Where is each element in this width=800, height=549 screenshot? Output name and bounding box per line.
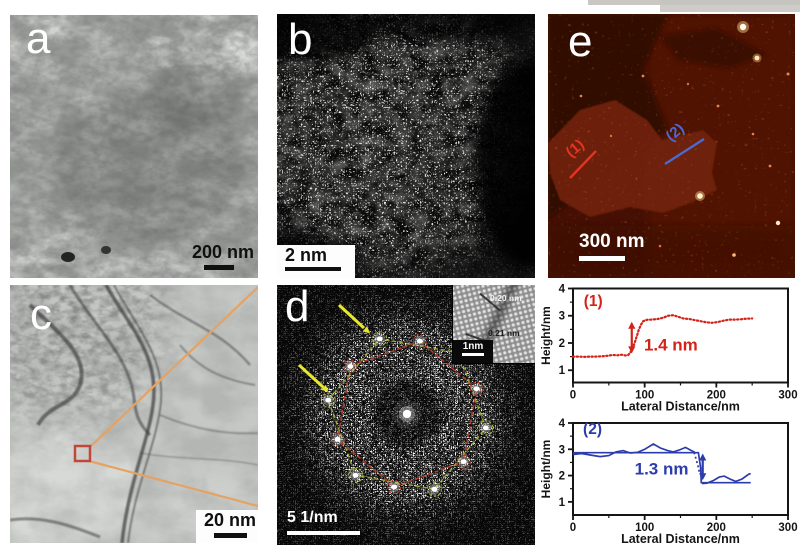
zoom-link-line-bottom: [88, 459, 258, 508]
y-axis-title: Height/nm: [539, 440, 553, 499]
x-tick-label: 0: [570, 522, 576, 534]
x-axis-title: Lateral Distance/nm: [621, 532, 740, 546]
step-height-arrow: [699, 453, 707, 481]
series-trace-lower: [701, 472, 752, 485]
x-tick-label: 100: [635, 390, 654, 402]
tem-texture-a: [10, 15, 258, 278]
panel-d-fft-pattern: 0.20 nm 0.21 nm 1nm d 5 1/nm: [277, 285, 535, 545]
profile-plot-1: 0 100 200 300 1 2 3 4 Lateral Distance/nm Height/…: [539, 284, 798, 414]
y-tick-label: 4: [559, 284, 566, 296]
panel-b-scale-bar-text: 2 nm: [285, 245, 328, 265]
height-profile-chart-2-svg: 0 100 200 300 1 2 3 4 Lateral Distance/nm Height/…: [539, 418, 798, 546]
height-profile-chart-2: 0 100 200 300 1 2 3 4 Lateral Distance/nm Height/…: [530, 415, 800, 549]
zoom-link-line-top: [88, 286, 258, 449]
fft-center-spot: [393, 400, 421, 428]
x-tick-label: 100: [635, 522, 654, 534]
step-height-label: 1.4 nm: [644, 336, 698, 355]
panel-e-scale-bar-line: [579, 255, 625, 261]
panel-a-label: a: [26, 15, 51, 63]
y-tick-label: 3: [559, 444, 565, 456]
height-profile-chart-1: 0 100 200 300 1 2 3 4 Lateral Distance/nm Height/…: [530, 281, 800, 414]
series-step-line: [573, 451, 751, 484]
yellow-arrows: [297, 303, 370, 392]
y-tick-label: 1: [559, 365, 566, 377]
panel-d-scale-bar: 5 1/nm: [287, 509, 360, 535]
series-trace-drop: [693, 452, 701, 475]
x-tick-label: 0: [570, 390, 576, 402]
nanosheet-ribbons: [10, 285, 258, 543]
profile-plot-2: 0 100 200 300 1 2 3 4 Lateral Distance/nm Height/…: [539, 418, 798, 546]
panel-b-scale-bar-line: [285, 266, 341, 271]
profile-panel-label: (1): [584, 293, 603, 310]
inset-scale-bar: 1nm: [453, 340, 493, 363]
y-tick-label: 2: [559, 471, 565, 483]
panel-a-scale-bar-line: [204, 264, 234, 270]
screenshot-edge-artifact-2: [660, 0, 800, 12]
x-tick-label: 300: [778, 522, 797, 534]
series-height-profile-1: [571, 314, 754, 359]
x-tick-label: 300: [778, 390, 797, 402]
afm-texture-e: [548, 14, 795, 278]
panel-d-scale-bar-text: 5 1/nm: [287, 509, 338, 526]
panel-c-tem-image: c 20 nm: [10, 285, 258, 543]
panel-a-scale-bar: 200 nm: [192, 242, 255, 270]
step-height-label: 1.3 nm: [635, 460, 689, 479]
panel-c-scale-bar: 20 nm: [196, 510, 258, 543]
profile-line-1: [569, 150, 597, 179]
x-tick-label: 200: [707, 522, 726, 534]
panel-a-scale-bar-text: 200 nm: [192, 242, 255, 262]
x-axis-title: Lateral Distance/nm: [621, 400, 740, 413]
stem-texture-b: [277, 14, 535, 278]
hrtem-inset: 0.20 nm 0.21 nm 1nm: [452, 285, 535, 364]
panel-b-scale-bar: 2 nm: [277, 245, 355, 278]
d-spacing-label-1: 0.20 nm: [490, 293, 522, 303]
inset-scale-bar-line: [462, 353, 484, 356]
roi-square: [73, 444, 92, 463]
panel-d-label: d: [285, 285, 310, 331]
fft-texture-d: [277, 285, 535, 545]
panel-e-label: e: [568, 17, 593, 66]
height-profile-chart-1-svg: 0 100 200 300 1 2 3 4 Lateral Distance/nm Height/…: [539, 284, 798, 414]
x-tick-label: 200: [707, 390, 726, 402]
panel-a-tem-image: a 200 nm: [10, 15, 258, 278]
y-axis-title: Height/nm: [539, 306, 553, 365]
step-height-arrow: [628, 321, 636, 354]
afm-bright-particles: [571, 21, 790, 257]
y-tick-label: 3: [559, 311, 565, 323]
panel-d-scale-bar-line: [287, 530, 360, 535]
series-trace-upper: [572, 443, 696, 458]
d-spacing-label-2: 0.21 nm: [488, 328, 520, 338]
tem-texture-c: [10, 285, 258, 543]
panel-c-scale-bar-text: 20 nm: [204, 510, 257, 530]
panel-e-scale-bar-text: 300 nm: [579, 231, 645, 252]
panel-c-label: c: [30, 290, 52, 339]
panel-b-label: b: [288, 15, 313, 64]
inset-scale-bar-text: 1nm: [462, 341, 484, 352]
y-tick-label: 1: [559, 497, 566, 509]
panel-e-scale-bar: 300 nm: [579, 231, 645, 261]
panel-c-scale-bar-line: [214, 532, 247, 538]
y-tick-label: 2: [559, 338, 565, 350]
profile-line-2: [664, 137, 705, 166]
y-tick-label: 4: [559, 418, 566, 430]
panel-e-afm-image: e (1) (2) 300 nm: [548, 14, 795, 278]
panel-b-stem-image: b 2 nm: [277, 14, 535, 278]
profile-panel-label: (2): [583, 421, 602, 438]
